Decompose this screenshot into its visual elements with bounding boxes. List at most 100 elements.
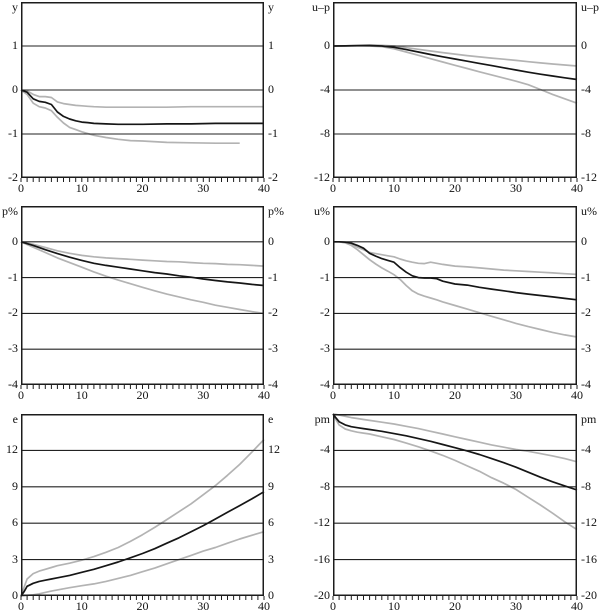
u%-x-minor-ticks	[332, 385, 578, 389]
e-x-tick-label: 20	[136, 599, 149, 612]
p%-x-tick-label: 10	[75, 388, 88, 402]
e-y-tick-label-left: 12	[6, 442, 18, 457]
p%-x-tick-label: 30	[197, 388, 210, 402]
y-y-tick-label-left: -1	[8, 126, 18, 140]
pm-x-tick-label: 20	[449, 599, 461, 612]
y-y-tick-label-left: 1	[12, 38, 18, 52]
p%-x-tick-label: 20	[136, 388, 149, 402]
u%-y-tick-label-left: -2	[320, 305, 330, 320]
pm-y-tick-label-left: -16	[314, 551, 330, 566]
u%-plot-frame	[333, 206, 577, 385]
p%-y-tick-label-left: -1	[8, 269, 18, 284]
y-y-tick-label-right: 1	[268, 38, 274, 52]
u%-x-tick-label: 20	[449, 388, 461, 402]
pm-x-tick-label: 0	[330, 599, 336, 612]
y-point-estimate-line	[20, 89, 264, 126]
u-p-x-tick-label: 10	[388, 181, 400, 195]
p%-lower-band-line	[20, 241, 265, 315]
y-x-tick-label: 0	[18, 181, 24, 195]
pm-y-tick-label-left: -20	[314, 588, 330, 602]
p%-point-estimate-line	[20, 240, 265, 287]
e-plot-frame	[21, 414, 264, 596]
p%-y-tick-label-right: -2	[268, 305, 278, 320]
pm-upper-band-line	[332, 413, 578, 463]
p%-y-tick-label-left: 0	[12, 233, 18, 248]
e-x-tick-label: 40	[258, 599, 270, 612]
e-y-tick-label-right: 12	[268, 442, 280, 457]
pm-lower-band-line	[332, 413, 578, 531]
u%-y-tick-label-left: -3	[320, 341, 330, 356]
u-p-x-tick-label: 20	[449, 181, 461, 195]
e-x-tick-label: 30	[197, 599, 210, 612]
e-x-tick-label: 0	[18, 599, 24, 612]
u%-y-tick-label-left: -4	[320, 377, 330, 391]
u-p-y-tick-label-right: 0	[581, 38, 587, 52]
pm-y-tick-label-right: -8	[581, 478, 591, 493]
pm-y-tick-label-right: -12	[581, 515, 597, 530]
p%-x-minor-ticks	[20, 385, 265, 389]
e-upper-band-line	[20, 438, 265, 597]
u-p-title-right: u–p	[581, 0, 599, 14]
e-title-left: e	[12, 412, 18, 426]
y-lower-band-line	[20, 89, 240, 145]
pm-x-tick-label: 30	[510, 599, 522, 612]
e-title-right: e	[268, 412, 274, 426]
pm-title-left: pm	[314, 412, 330, 426]
y-x-tick-label: 10	[75, 181, 88, 195]
u-p-y-tick-label-left: -8	[320, 126, 330, 140]
e-point-estimate-line	[20, 490, 265, 597]
pm-x-tick-label: 40	[571, 599, 583, 612]
y-y-tick-label-right: 0	[268, 82, 274, 96]
u%-y-tick-label-right: -4	[581, 377, 591, 391]
u%-x-tick-label: 10	[388, 388, 400, 402]
p%-y-tick-label-left: -4	[8, 377, 18, 391]
p%-x-tick-label: 40	[258, 388, 270, 402]
y-y-tick-label-right: -2	[268, 170, 278, 184]
pm-point-estimate-line	[332, 413, 578, 491]
y-y-tick-label-right: -1	[268, 126, 278, 140]
pm-plot-svg	[332, 413, 578, 600]
p%-title-left: p%	[2, 204, 18, 218]
pm-y-tick-label-left: -4	[320, 442, 330, 457]
u-p-title-left: u–p	[312, 0, 330, 14]
pm-x-minor-ticks	[332, 596, 578, 600]
e-x-minor-ticks	[20, 596, 265, 600]
pm-plot-frame	[333, 414, 577, 596]
pm-x-tick-label: 10	[388, 599, 400, 612]
y-title-right: y	[268, 0, 274, 14]
y-y-tick-label-left: -2	[8, 170, 18, 184]
u%-y-tick-label-left: -1	[320, 269, 330, 284]
pm-y-tick-label-left: -12	[314, 515, 330, 530]
u%-upper-band-line	[333, 240, 578, 276]
e-y-tick-label-right: 3	[268, 551, 274, 566]
u%-x-tick-label: 40	[571, 388, 583, 402]
pm-y-tick-label-right: -20	[581, 588, 597, 602]
p%-x-tick-label: 0	[18, 388, 24, 402]
pm-y-tick-label-right: -4	[581, 442, 591, 457]
e-x-tick-label: 10	[75, 599, 88, 612]
p%-plot-frame	[21, 206, 264, 385]
e-lower-band-line	[20, 530, 265, 597]
y-x-minor-ticks	[20, 178, 265, 182]
u%-lower-band-line	[333, 240, 578, 338]
y-y-tick-label-left: 0	[12, 82, 18, 96]
p%-y-tick-label-left: -3	[8, 341, 18, 356]
u-p-plot-frame	[333, 2, 577, 178]
p%-y-tick-label-right: 0	[268, 233, 274, 248]
u-p-plot-svg	[332, 2, 578, 182]
u-p-y-tick-label-right: -4	[581, 82, 591, 96]
u%-x-tick-label: 0	[330, 388, 336, 402]
e-y-tick-label-right: 6	[268, 515, 274, 530]
y-plot-svg	[20, 2, 265, 182]
y-x-tick-label: 20	[136, 181, 149, 195]
e-plot-svg	[20, 414, 265, 600]
y-x-tick-label: 40	[258, 181, 270, 195]
u-p-upper-band-line	[332, 44, 578, 67]
y-title-left: y	[12, 0, 18, 14]
u-p-x-minor-ticks	[332, 178, 578, 182]
u-p-y-tick-label-left: 0	[324, 38, 330, 52]
e-y-tick-label-left: 9	[12, 478, 18, 493]
e-y-tick-label-left: 0	[12, 588, 18, 602]
u-p-y-tick-label-left: -4	[320, 82, 330, 96]
